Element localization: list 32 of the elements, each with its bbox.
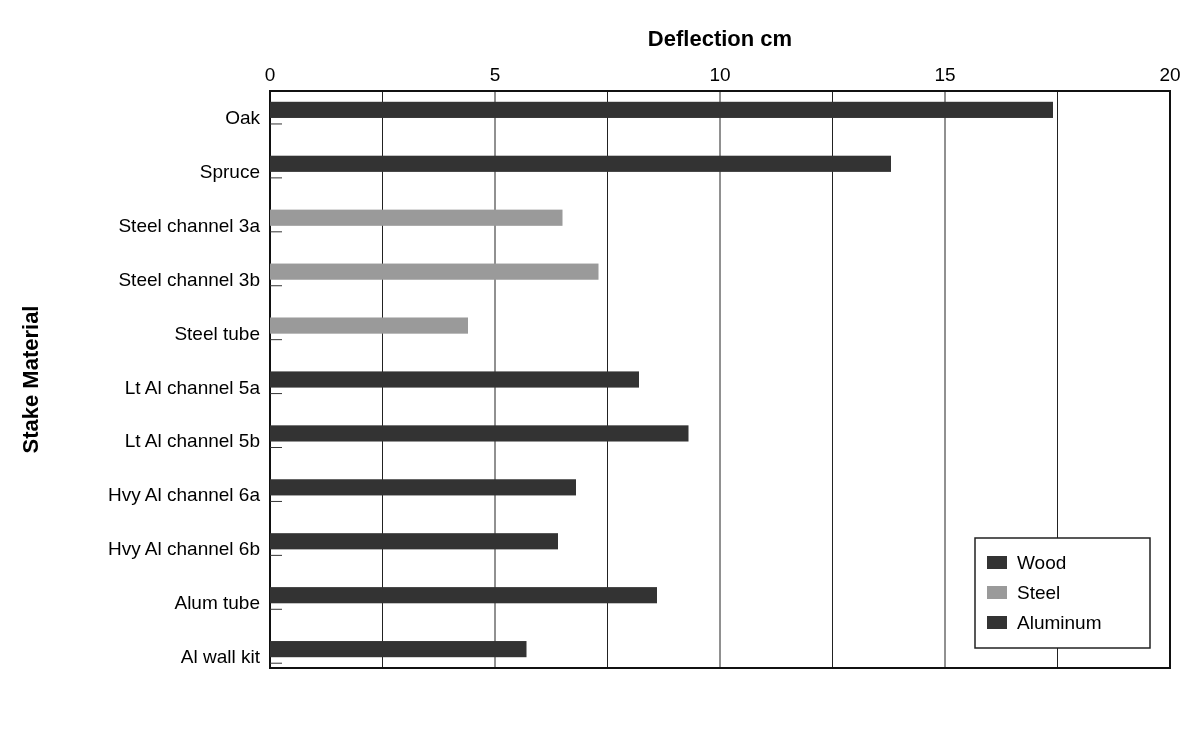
y-tick-label: Lt Al channel 5a xyxy=(124,376,261,398)
bar xyxy=(270,641,527,658)
bar xyxy=(270,209,563,226)
x-tick-label: 0 xyxy=(264,64,276,85)
y-tick-label: Steel channel 3b xyxy=(118,268,260,290)
legend-label: Wood xyxy=(1017,552,1067,573)
y-tick-label: Steel channel 3a xyxy=(118,214,261,236)
bar xyxy=(270,587,657,604)
legend-label: Aluminum xyxy=(1017,612,1102,633)
x-axis-title: Deflection cm xyxy=(647,26,793,51)
bar xyxy=(270,371,639,388)
y-tick-label: Hvy Al channel 6b xyxy=(107,538,260,560)
x-tick-label: 15 xyxy=(934,64,956,85)
bar xyxy=(270,317,468,334)
bar xyxy=(270,533,558,550)
x-tick-label: 5 xyxy=(489,64,501,85)
y-tick-label: Al wall kit xyxy=(180,646,261,668)
y-axis-title: Stake Material xyxy=(18,305,43,454)
y-tick-label: Lt Al channel 5b xyxy=(124,430,260,452)
bar xyxy=(270,101,1053,118)
y-tick-label: Steel tube xyxy=(174,322,260,344)
y-tick-label: Hvy Al channel 6a xyxy=(107,484,261,506)
bar xyxy=(270,263,599,280)
y-tick-label: Alum tube xyxy=(174,592,260,614)
x-tick-label: 10 xyxy=(709,64,731,85)
bar xyxy=(270,479,576,496)
bar xyxy=(270,425,689,442)
bar xyxy=(270,155,891,172)
y-tick-label: Spruce xyxy=(199,160,260,182)
x-tick-label: 20 xyxy=(1159,64,1181,85)
legend-label: Steel xyxy=(1017,582,1061,603)
y-tick-label: Oak xyxy=(225,106,261,128)
